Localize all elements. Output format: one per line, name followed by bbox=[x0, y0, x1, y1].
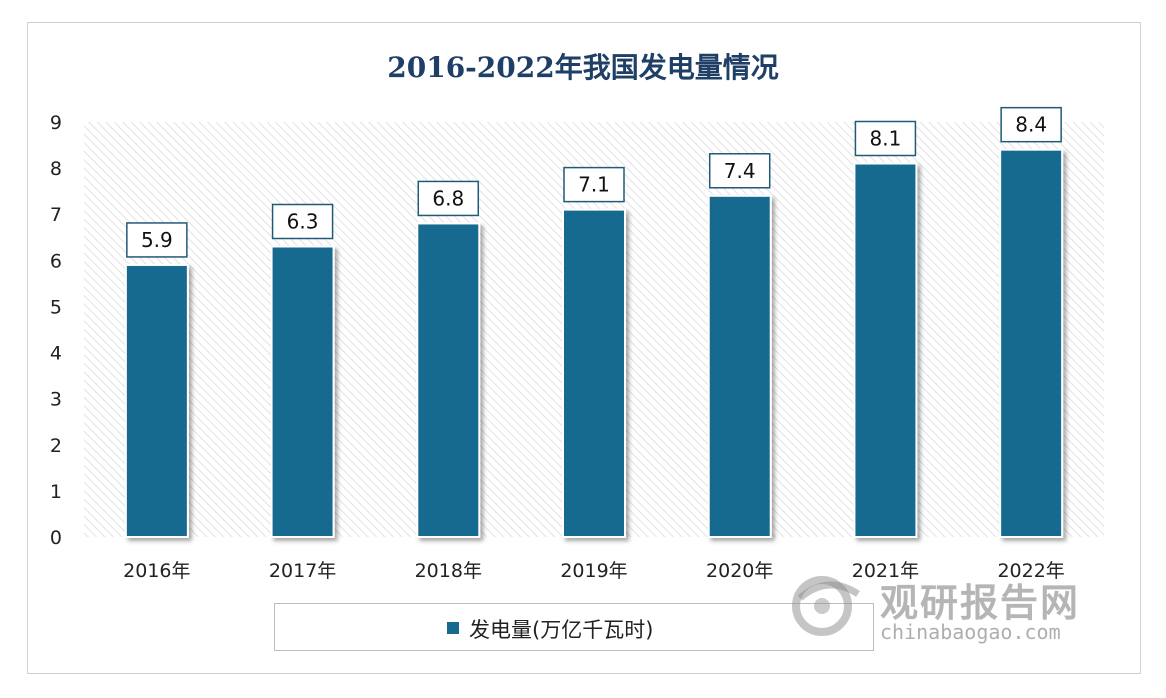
bar bbox=[124, 263, 189, 538]
y-tick-label: 7 bbox=[50, 204, 62, 226]
legend-swatch bbox=[447, 622, 459, 634]
x-tick-label: 2017年 bbox=[269, 560, 336, 582]
x-tick-label: 2020年 bbox=[706, 560, 773, 582]
watermark-text: 观研报告网 bbox=[880, 581, 1081, 625]
data-label: 8.4 bbox=[1015, 113, 1047, 137]
chinabaogao-logo-icon bbox=[792, 576, 860, 636]
legend: 发电量(万亿千瓦时) bbox=[274, 603, 874, 651]
data-label-box bbox=[417, 180, 480, 217]
data-label-box bbox=[1000, 106, 1062, 143]
bar bbox=[562, 208, 626, 538]
y-tick-label: 1 bbox=[50, 481, 62, 503]
bar bbox=[707, 194, 772, 538]
y-tick-label: 9 bbox=[50, 112, 62, 134]
data-label-box bbox=[708, 153, 771, 189]
bar bbox=[270, 245, 335, 538]
bar bbox=[416, 222, 481, 538]
data-label: 7.1 bbox=[578, 173, 610, 197]
data-label: 6.3 bbox=[287, 210, 319, 234]
y-tick-label: 6 bbox=[50, 250, 62, 272]
data-label-box bbox=[126, 222, 188, 258]
data-labels: 5.9 6.3 6.8 7.1 7.4 8.1 8.4 bbox=[126, 106, 1062, 258]
y-tick-label: 2 bbox=[50, 435, 62, 457]
y-tick-label: 4 bbox=[50, 343, 62, 365]
bar bbox=[853, 162, 918, 538]
data-label-box bbox=[854, 120, 917, 157]
y-tick-label: 5 bbox=[50, 296, 62, 318]
legend-label: 发电量(万亿千瓦时) bbox=[469, 618, 654, 642]
bars bbox=[124, 148, 1064, 539]
data-label-box bbox=[271, 203, 334, 240]
x-tick-label: 2016年 bbox=[123, 560, 190, 582]
data-label: 6.8 bbox=[432, 186, 464, 210]
data-label-box bbox=[563, 166, 625, 203]
y-tick-label: 0 bbox=[50, 527, 62, 549]
bar bbox=[999, 148, 1064, 539]
chart-title: 2016-2022年我国发电量情况 bbox=[387, 51, 779, 84]
x-axis: 2016年 2017年 2018年 2019年 2020年 2021年 2022年 bbox=[123, 560, 1065, 582]
y-axis: 0 1 2 3 4 5 6 7 8 9 bbox=[50, 112, 62, 549]
x-tick-label: 2021年 bbox=[852, 560, 919, 582]
y-tick-label: 8 bbox=[50, 158, 62, 180]
x-tick-label: 2019年 bbox=[560, 560, 627, 582]
y-tick-label: 3 bbox=[50, 389, 62, 411]
x-tick-label: 2018年 bbox=[415, 560, 482, 582]
data-label: 7.4 bbox=[724, 159, 756, 183]
data-label: 5.9 bbox=[141, 228, 173, 252]
data-label: 8.1 bbox=[870, 127, 902, 151]
x-tick-label: 2022年 bbox=[997, 560, 1064, 582]
watermark-url: chinabaogao.com bbox=[880, 620, 1061, 644]
